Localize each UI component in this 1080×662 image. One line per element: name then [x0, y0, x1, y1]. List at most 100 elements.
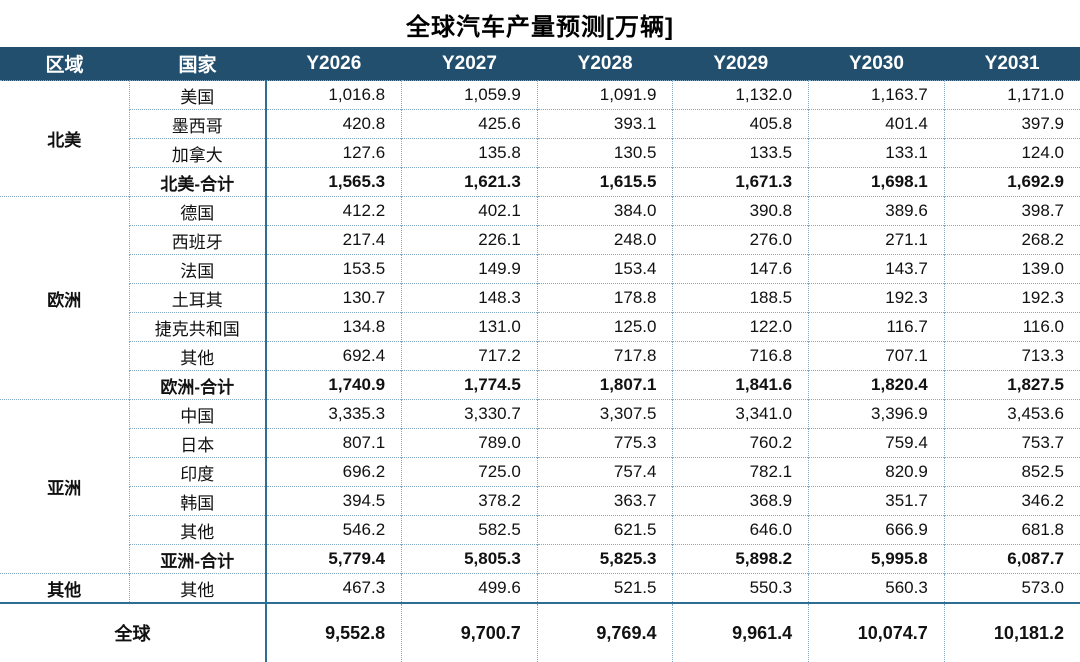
- country-cell: 韩国: [128, 486, 266, 516]
- value-cell: 130.7: [265, 283, 402, 313]
- table-row-subtotal: 欧洲-合计 1,740.9 1,774.5 1,807.1 1,841.6 1,…: [0, 370, 1080, 400]
- value-cell: 3,330.7: [401, 399, 538, 429]
- value-cell: 1,807.1: [536, 370, 673, 400]
- value-cell: 5,898.2: [672, 544, 809, 574]
- value-cell: 149.9: [401, 254, 538, 284]
- value-cell: 397.9: [943, 109, 1080, 139]
- value-cell: 717.2: [401, 341, 538, 371]
- value-cell: 521.5: [536, 573, 673, 603]
- value-cell: 499.6: [401, 573, 538, 603]
- value-cell: 550.3: [672, 573, 809, 603]
- value-cell: 127.6: [265, 138, 402, 168]
- value-cell: 122.0: [672, 312, 809, 342]
- table-row: 印度 696.2 725.0 757.4 782.1 820.9 852.5: [0, 457, 1080, 487]
- country-cell: 墨西哥: [128, 109, 266, 139]
- table-row: 加拿大 127.6 135.8 130.5 133.5 133.1 124.0: [0, 138, 1080, 168]
- col-header-region: 区域: [0, 47, 129, 81]
- country-cell: 其他: [128, 515, 266, 545]
- value-cell: 753.7: [943, 428, 1080, 458]
- country-cell: 西班牙: [128, 225, 266, 255]
- country-cell: 土耳其: [128, 283, 266, 313]
- table-row: 日本 807.1 789.0 775.3 760.2 759.4 753.7: [0, 428, 1080, 458]
- value-cell: 192.3: [808, 283, 945, 313]
- col-header-y2030: Y2030: [808, 47, 945, 81]
- table-row: 亚洲 中国 3,335.3 3,330.7 3,307.5 3,341.0 3,…: [0, 399, 1080, 574]
- value-cell: 560.3: [808, 573, 945, 603]
- value-cell: 248.0: [536, 225, 673, 255]
- value-cell: 3,341.0: [672, 399, 809, 429]
- value-cell: 226.1: [401, 225, 538, 255]
- table-row-subtotal: 亚洲-合计 5,779.4 5,805.3 5,825.3 5,898.2 5,…: [0, 544, 1080, 574]
- value-cell: 124.0: [943, 138, 1080, 168]
- table-row: 北美 美国 1,016.8 1,059.9 1,091.9 1,132.0 1,…: [0, 80, 1080, 197]
- value-cell: 192.3: [943, 283, 1080, 313]
- value-cell: 1,163.7: [808, 80, 945, 110]
- value-cell: 5,805.3: [401, 544, 538, 574]
- value-cell: 573.0: [943, 573, 1080, 603]
- table-row: 捷克共和国 134.8 131.0 125.0 122.0 116.7 116.…: [0, 312, 1080, 342]
- table-row: 墨西哥 420.8 425.6 393.1 405.8 401.4 397.9: [0, 109, 1080, 139]
- value-cell: 10,074.7: [808, 602, 945, 662]
- value-cell: 1,692.9: [943, 167, 1080, 197]
- value-cell: 1,059.9: [401, 80, 538, 110]
- value-cell: 135.8: [401, 138, 538, 168]
- value-cell: 1,827.5: [943, 370, 1080, 400]
- table-row: 其他 546.2 582.5 621.5 646.0 666.9 681.8: [0, 515, 1080, 545]
- value-cell: 820.9: [808, 457, 945, 487]
- value-cell: 775.3: [536, 428, 673, 458]
- value-cell: 178.8: [536, 283, 673, 313]
- value-cell: 378.2: [401, 486, 538, 516]
- col-header-y2027: Y2027: [401, 47, 538, 81]
- value-cell: 707.1: [808, 341, 945, 371]
- value-cell: 393.1: [536, 109, 673, 139]
- region-cell-north-america: 北美: [0, 80, 129, 197]
- country-cell: 美国: [128, 80, 266, 110]
- value-cell: 153.5: [265, 254, 402, 284]
- value-cell: 134.8: [265, 312, 402, 342]
- value-cell: 351.7: [808, 486, 945, 516]
- value-cell: 1,615.5: [536, 167, 673, 197]
- value-cell: 133.1: [808, 138, 945, 168]
- value-cell: 852.5: [943, 457, 1080, 487]
- value-cell: 143.7: [808, 254, 945, 284]
- table-row-subtotal: 北美-合计 1,565.3 1,621.3 1,615.5 1,671.3 1,…: [0, 167, 1080, 197]
- value-cell: 696.2: [265, 457, 402, 487]
- value-cell: 9,552.8: [265, 602, 402, 662]
- value-cell: 390.8: [672, 196, 809, 226]
- region-cell-other: 其他: [0, 573, 129, 603]
- country-cell: 捷克共和国: [128, 312, 266, 342]
- value-cell: 420.8: [265, 109, 402, 139]
- value-cell: 546.2: [265, 515, 402, 545]
- value-cell: 276.0: [672, 225, 809, 255]
- value-cell: 3,307.5: [536, 399, 673, 429]
- value-cell: 398.7: [943, 196, 1080, 226]
- value-cell: 130.5: [536, 138, 673, 168]
- value-cell: 116.0: [943, 312, 1080, 342]
- col-header-y2028: Y2028: [537, 47, 673, 81]
- value-cell: 807.1: [265, 428, 402, 458]
- country-cell: 其他: [128, 573, 266, 603]
- col-header-y2026: Y2026: [266, 47, 402, 81]
- table-row: 法国 153.5 149.9 153.4 147.6 143.7 139.0: [0, 254, 1080, 284]
- value-cell: 646.0: [672, 515, 809, 545]
- page-title: 全球汽车产量预测[万辆]: [406, 14, 674, 41]
- value-cell: 621.5: [536, 515, 673, 545]
- value-cell: 188.5: [672, 283, 809, 313]
- table-row: 西班牙 217.4 226.1 248.0 276.0 271.1 268.2: [0, 225, 1080, 255]
- value-cell: 139.0: [943, 254, 1080, 284]
- value-cell: 384.0: [536, 196, 673, 226]
- country-cell: 法国: [128, 254, 266, 284]
- value-cell: 268.2: [943, 225, 1080, 255]
- value-cell: 1,171.0: [943, 80, 1080, 110]
- table-row: 土耳其 130.7 148.3 178.8 188.5 192.3 192.3: [0, 283, 1080, 313]
- value-cell: 5,825.3: [536, 544, 673, 574]
- value-cell: 1,740.9: [265, 370, 402, 400]
- value-cell: 394.5: [265, 486, 402, 516]
- table-row: 其他 692.4 717.2 717.8 716.8 707.1 713.3: [0, 341, 1080, 371]
- value-cell: 9,961.4: [672, 602, 809, 662]
- value-cell: 147.6: [672, 254, 809, 284]
- value-cell: 153.4: [536, 254, 673, 284]
- value-cell: 1,774.5: [401, 370, 538, 400]
- country-cell: 欧洲-合计: [128, 370, 266, 400]
- value-cell: 1,820.4: [808, 370, 945, 400]
